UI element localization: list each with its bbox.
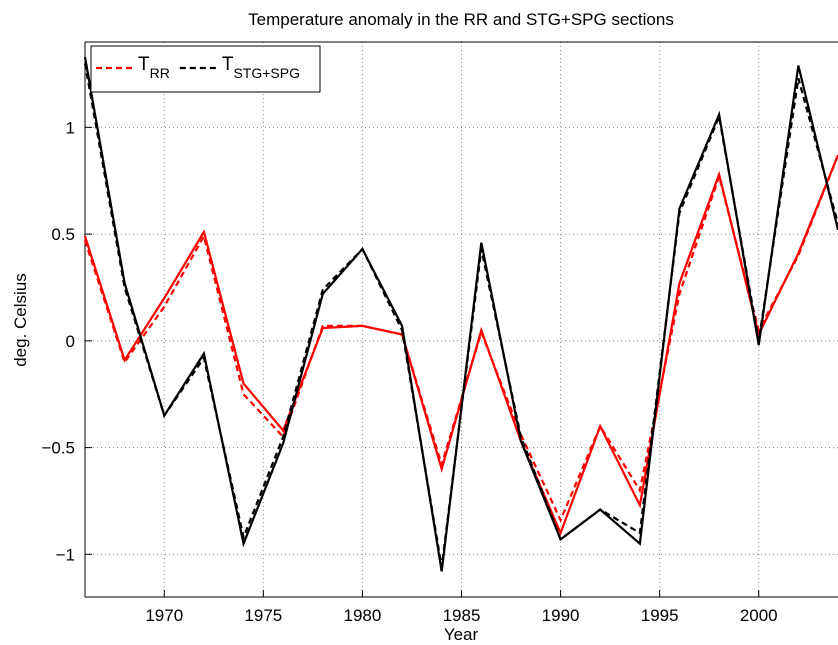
series-line [83,154,838,523]
legend: TRR TSTG+SPG [90,45,321,93]
y-tick-label: 1 [66,118,75,137]
legend-name: T [138,54,150,75]
x-tick-label: 1970 [145,606,183,625]
legend-subscript: STG+SPG [233,65,300,81]
x-tick-label: 1995 [641,606,679,625]
legend-subscript: RR [150,65,170,81]
legend-label: TSTG+SPG [222,54,300,81]
y-tick-label: −1 [56,545,75,564]
series-line [83,63,838,568]
x-tick-label: 1975 [244,606,282,625]
x-tick-label: 2000 [740,606,778,625]
x-tick-label: 1980 [344,606,382,625]
y-tick-label: 0 [66,332,75,351]
legend-name: T [222,54,234,75]
x-tick-label: 1990 [542,606,580,625]
chart-title: Temperature anomaly in the RR and STG+SP… [248,10,674,29]
y-tick-label: −0.5 [41,439,75,458]
y-axis-label: deg. Celsius [11,273,30,367]
y-tick-label: 0.5 [51,225,75,244]
legend-label: TRR [138,54,170,81]
series-line [83,154,838,536]
x-tick-label: 1985 [443,606,481,625]
x-axis-label: Year [444,625,479,644]
